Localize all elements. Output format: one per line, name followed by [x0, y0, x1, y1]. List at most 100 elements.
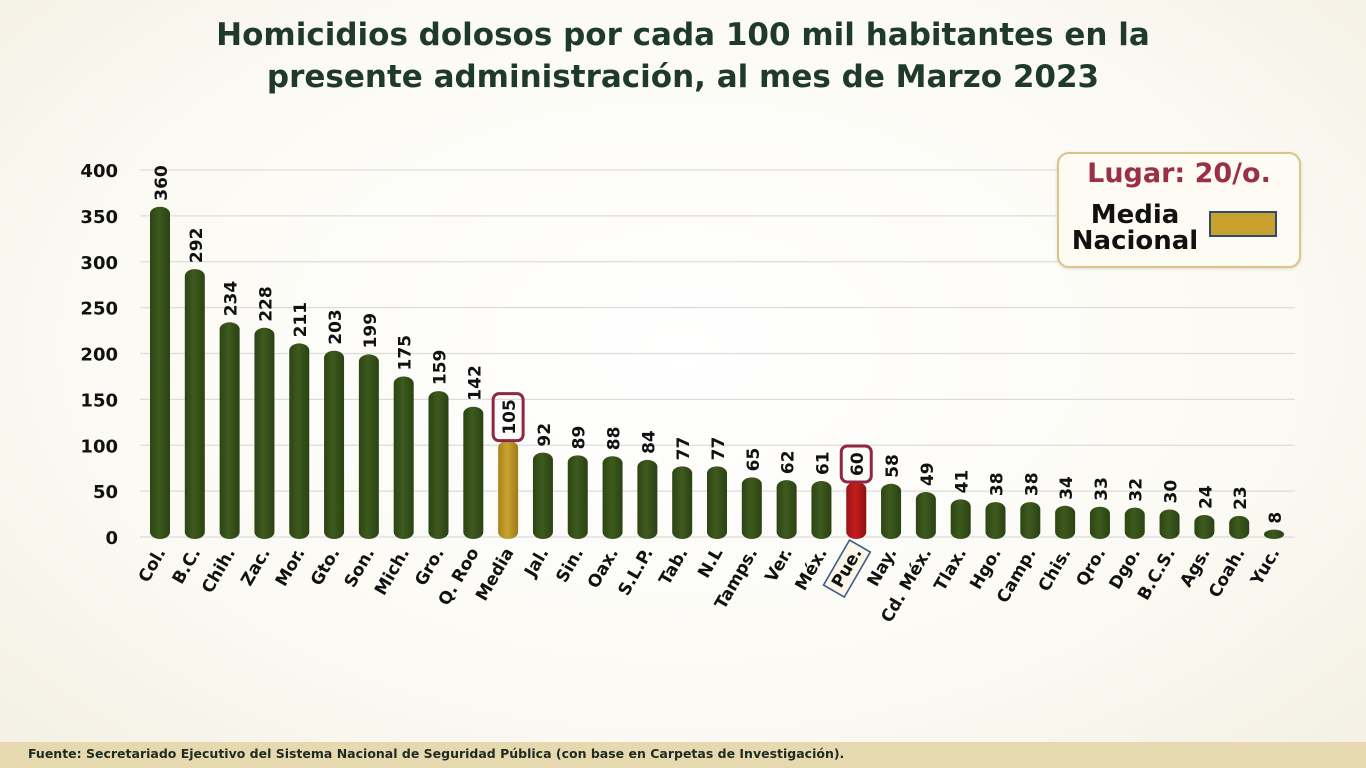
bar — [881, 483, 902, 539]
category-label: Col. — [135, 545, 171, 587]
category-label: Ver. — [762, 545, 797, 586]
value-label: 159 — [431, 350, 451, 386]
value-label: 38 — [988, 472, 1008, 496]
value-callout-box — [839, 444, 873, 484]
category-label: Jal. — [520, 545, 553, 582]
category-label: S.L.P. — [614, 545, 657, 600]
value-label: 199 — [361, 313, 381, 349]
legend-media-label: Media Nacional — [1065, 202, 1205, 254]
bar — [1124, 507, 1145, 539]
y-tick-label: 200 — [80, 345, 118, 366]
category-label: Chih. — [198, 545, 240, 597]
bar — [254, 327, 275, 539]
category-label: Mich. — [371, 545, 414, 600]
y-tick-label: 350 — [80, 207, 118, 228]
category-label: Tlax. — [931, 545, 971, 595]
value-label: 61 — [813, 451, 833, 475]
bar — [741, 477, 762, 539]
chart-title: Homicidios dolosos por cada 100 mil habi… — [0, 14, 1366, 98]
bar — [1264, 529, 1284, 539]
y-tick-label: 0 — [105, 528, 118, 549]
y-tick-label: 50 — [93, 482, 118, 503]
bar — [846, 481, 867, 539]
value-label: 49 — [918, 462, 938, 486]
value-label: 24 — [1196, 485, 1216, 509]
bar — [184, 269, 205, 539]
value-label: 88 — [605, 427, 625, 451]
bar — [1020, 502, 1041, 539]
value-label: 30 — [1162, 480, 1182, 504]
bar — [463, 406, 484, 539]
value-label: 211 — [291, 302, 311, 338]
bar — [428, 391, 449, 539]
value-label: 23 — [1231, 486, 1251, 510]
category-label: Mor. — [272, 545, 310, 591]
category-label: Zac. — [237, 545, 274, 590]
value-label: 234 — [222, 281, 242, 317]
bar — [1159, 509, 1180, 539]
bar-chart: 0 50 100 150 200 250 300 350 400 360 Col. 292 B.C. 23… — [80, 161, 1295, 626]
bar — [498, 440, 519, 539]
bar — [985, 502, 1006, 539]
legend-media-line-2: Nacional — [1071, 226, 1199, 256]
value-label: 105 — [500, 399, 520, 435]
value-label: 58 — [883, 454, 903, 478]
legend-rank: Lugar: 20/o. — [1087, 158, 1271, 189]
bar — [915, 492, 936, 539]
bar — [602, 456, 623, 539]
bar — [707, 466, 727, 539]
value-label: 8 — [1266, 512, 1286, 524]
category-label: Sin. — [552, 545, 588, 587]
y-tick-label: 250 — [80, 299, 118, 320]
value-label: 203 — [326, 309, 346, 345]
bar — [567, 455, 588, 539]
value-label: 34 — [1057, 476, 1077, 500]
value-label: 360 — [152, 165, 172, 201]
bar — [1194, 514, 1215, 539]
value-label: 65 — [744, 448, 764, 472]
bar — [776, 480, 797, 539]
value-label: 60 — [848, 452, 868, 476]
value-label: 77 — [674, 437, 694, 461]
category-label: Yuc. — [1247, 545, 1285, 590]
bar — [672, 466, 693, 539]
value-callout-box — [491, 392, 525, 443]
value-label: 292 — [187, 228, 207, 264]
value-label: 89 — [570, 426, 590, 450]
category-label: Chis. — [1035, 545, 1076, 596]
value-label: 175 — [396, 335, 416, 371]
footer-source: Fuente: Secretariado Ejecutivo del Siste… — [28, 746, 845, 761]
category-label: Gto. — [307, 545, 344, 590]
y-tick-label: 300 — [80, 253, 118, 274]
legend-media-line-1: Media — [1090, 200, 1180, 230]
value-label: 33 — [1092, 477, 1112, 501]
y-tick-label: 400 — [80, 161, 118, 182]
category-label: N.L — [694, 544, 727, 581]
bar — [358, 354, 379, 539]
footer-bar: Fuente: Secretariado Ejecutivo del Siste… — [0, 742, 1366, 768]
bar — [637, 459, 658, 539]
chart-title-line-2: presente administración, al mes de Marzo… — [266, 59, 1100, 95]
value-label: 38 — [1022, 472, 1042, 496]
category-highlight-box — [822, 538, 872, 599]
bar — [393, 376, 414, 539]
bar — [219, 322, 240, 539]
bar — [532, 452, 553, 539]
value-label: 142 — [465, 365, 485, 401]
y-tick-label: 100 — [80, 436, 118, 457]
value-label: 62 — [779, 450, 799, 474]
value-label: 92 — [535, 423, 555, 447]
value-label: 77 — [709, 437, 729, 461]
bar — [1229, 515, 1250, 539]
y-tick-label: 150 — [80, 390, 118, 411]
bar — [150, 206, 170, 539]
category-label: B.C. — [169, 545, 206, 588]
legend-media-swatch — [1209, 211, 1277, 237]
legend-box: Lugar: 20/o. Media Nacional — [1057, 152, 1301, 268]
bar — [1055, 505, 1076, 539]
value-label: 228 — [256, 286, 276, 322]
bar — [289, 343, 310, 539]
bar — [811, 481, 832, 539]
bar — [324, 350, 345, 539]
value-label: 32 — [1127, 478, 1147, 502]
